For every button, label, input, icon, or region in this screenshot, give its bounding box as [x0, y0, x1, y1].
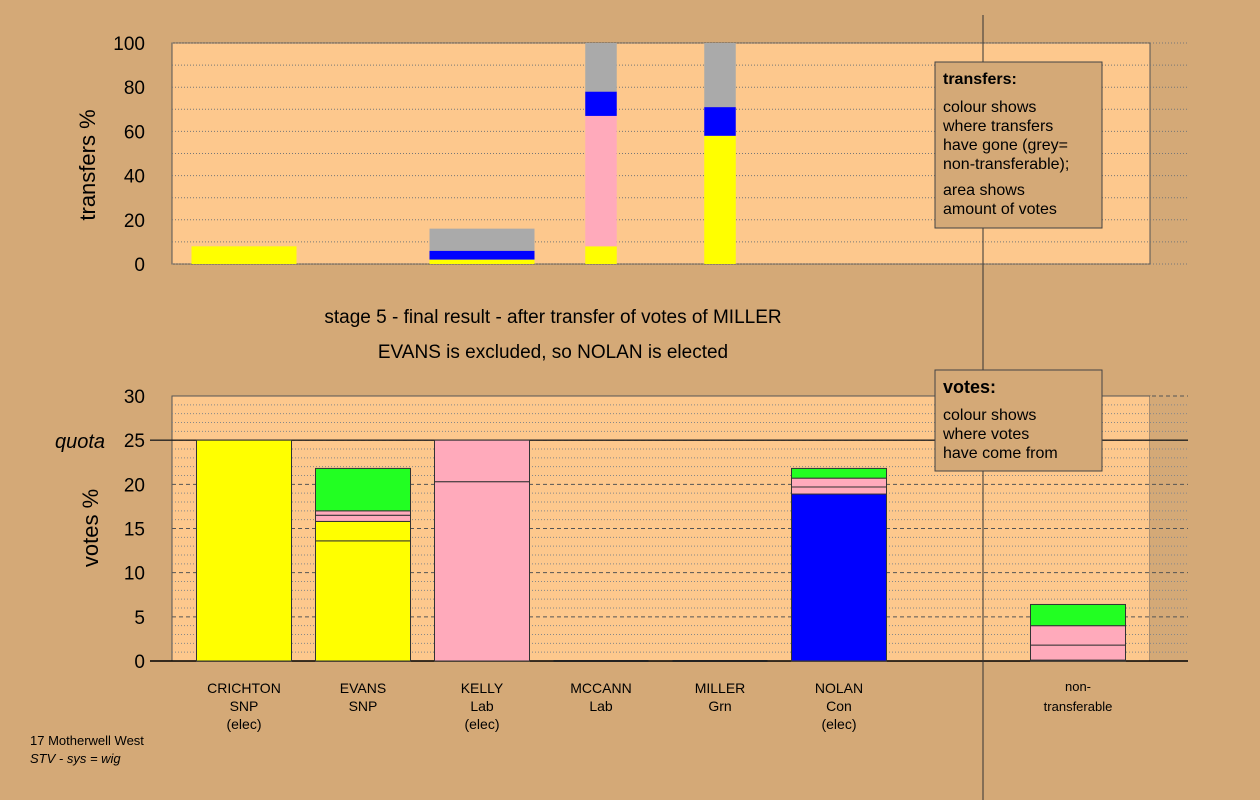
transfers-legend-line: non-transferable);: [943, 156, 1069, 173]
y-tick-label: 5: [134, 608, 145, 629]
candidate-label: Con: [826, 698, 852, 714]
transfer-bar-segment: [585, 115, 617, 247]
vote-bar-segment: [791, 467, 887, 479]
y-tick-label: 30: [124, 387, 145, 408]
candidate-label: NOLAN: [815, 680, 863, 696]
nontransferable-label: non-: [1065, 679, 1091, 694]
votes-legend: votes: colour shows where votes have com…: [934, 369, 1103, 472]
transfer-bar-segment: [704, 107, 736, 136]
y-tick-label: 0: [134, 652, 145, 673]
candidate-label: MILLER: [695, 680, 746, 696]
candidate-label: KELLY: [461, 680, 504, 696]
nontransferable-bar-segment: [1030, 603, 1126, 627]
transfer-bar-segment: [704, 43, 736, 108]
candidate-label: Lab: [589, 698, 613, 714]
candidate-label: Lab: [470, 698, 494, 714]
vote-bar-segment: [315, 510, 411, 516]
nontransferable-bar-segment: [1030, 625, 1126, 646]
candidate-label: (elec): [464, 716, 499, 732]
vote-bar-segment: [791, 486, 887, 495]
transfer-bar-segment: [585, 246, 617, 264]
y-tick-label: 0: [134, 255, 145, 276]
transfers-legend-title: transfers:: [943, 71, 1017, 88]
transfer-bar-segment: [429, 250, 535, 260]
transfer-bar-segment: [585, 91, 617, 116]
transfer-bar-segment: [429, 228, 535, 251]
candidate-label: SNP: [230, 698, 259, 714]
votes-legend-line: where votes: [942, 426, 1029, 443]
candidate-label: CRICHTON: [207, 680, 281, 696]
transfers-legend-line: colour shows: [943, 99, 1036, 116]
outcome-text: EVANS is excluded, so NOLAN is elected: [378, 342, 728, 363]
transfers-legend-line: where transfers: [942, 118, 1053, 135]
candidate-label: Grn: [708, 698, 731, 714]
transfers-legend: transfers: colour shows where transfers …: [934, 61, 1103, 229]
transfers-legend-line: have gone (grey=: [943, 137, 1068, 154]
y-tick-label: 40: [124, 167, 145, 188]
transfers-legend-line: amount of votes: [943, 201, 1057, 218]
vote-bar-segment: [434, 481, 530, 662]
transfer-bar-segment: [429, 259, 535, 264]
vote-bar-segment: [315, 514, 411, 522]
candidate-label: SNP: [349, 698, 378, 714]
method-label: STV - sys = wig: [30, 751, 121, 766]
vote-bar-segment: [315, 467, 411, 512]
transfer-bar-segment: [704, 135, 736, 264]
vote-bar-segment: [315, 540, 411, 662]
y-tick-label: 80: [124, 78, 145, 99]
nontransferable-label: transferable: [1044, 699, 1113, 714]
vote-bar-segment: [791, 493, 887, 662]
candidate-label: EVANS: [340, 680, 386, 696]
nontransferable-bar-segment: [1030, 644, 1126, 661]
y-tick-label: 15: [124, 520, 145, 541]
stage-title: stage 5 - final result - after transfer …: [324, 307, 781, 328]
transfers-ylabel: transfers %: [75, 109, 100, 220]
y-tick-label: 100: [113, 34, 145, 55]
transfers-legend-line: area shows: [943, 182, 1025, 199]
y-tick-label: 20: [124, 475, 145, 496]
y-tick-label: 60: [124, 122, 145, 143]
vote-bar-segment: [315, 520, 411, 542]
vote-bar-segment: [196, 439, 292, 662]
y-tick-label: 25: [124, 431, 145, 452]
candidate-label: MCCANN: [570, 680, 631, 696]
vote-bar-segment: [791, 477, 887, 488]
transfer-bar-segment: [191, 246, 297, 264]
votes-legend-line: have come from: [943, 445, 1058, 462]
candidate-label: (elec): [226, 716, 261, 732]
quota-label: quota: [55, 431, 105, 453]
vote-bar-segment: [434, 439, 530, 483]
votes-ylabel: votes %: [78, 489, 103, 567]
region-label: 17 Motherwell West: [30, 733, 144, 748]
y-tick-label: 20: [124, 211, 145, 232]
votes-legend-title: votes:: [943, 377, 996, 397]
votes-legend-line: colour shows: [943, 407, 1036, 424]
transfer-bar-segment: [585, 43, 617, 92]
y-tick-label: 10: [124, 564, 145, 585]
candidate-label: (elec): [821, 716, 856, 732]
